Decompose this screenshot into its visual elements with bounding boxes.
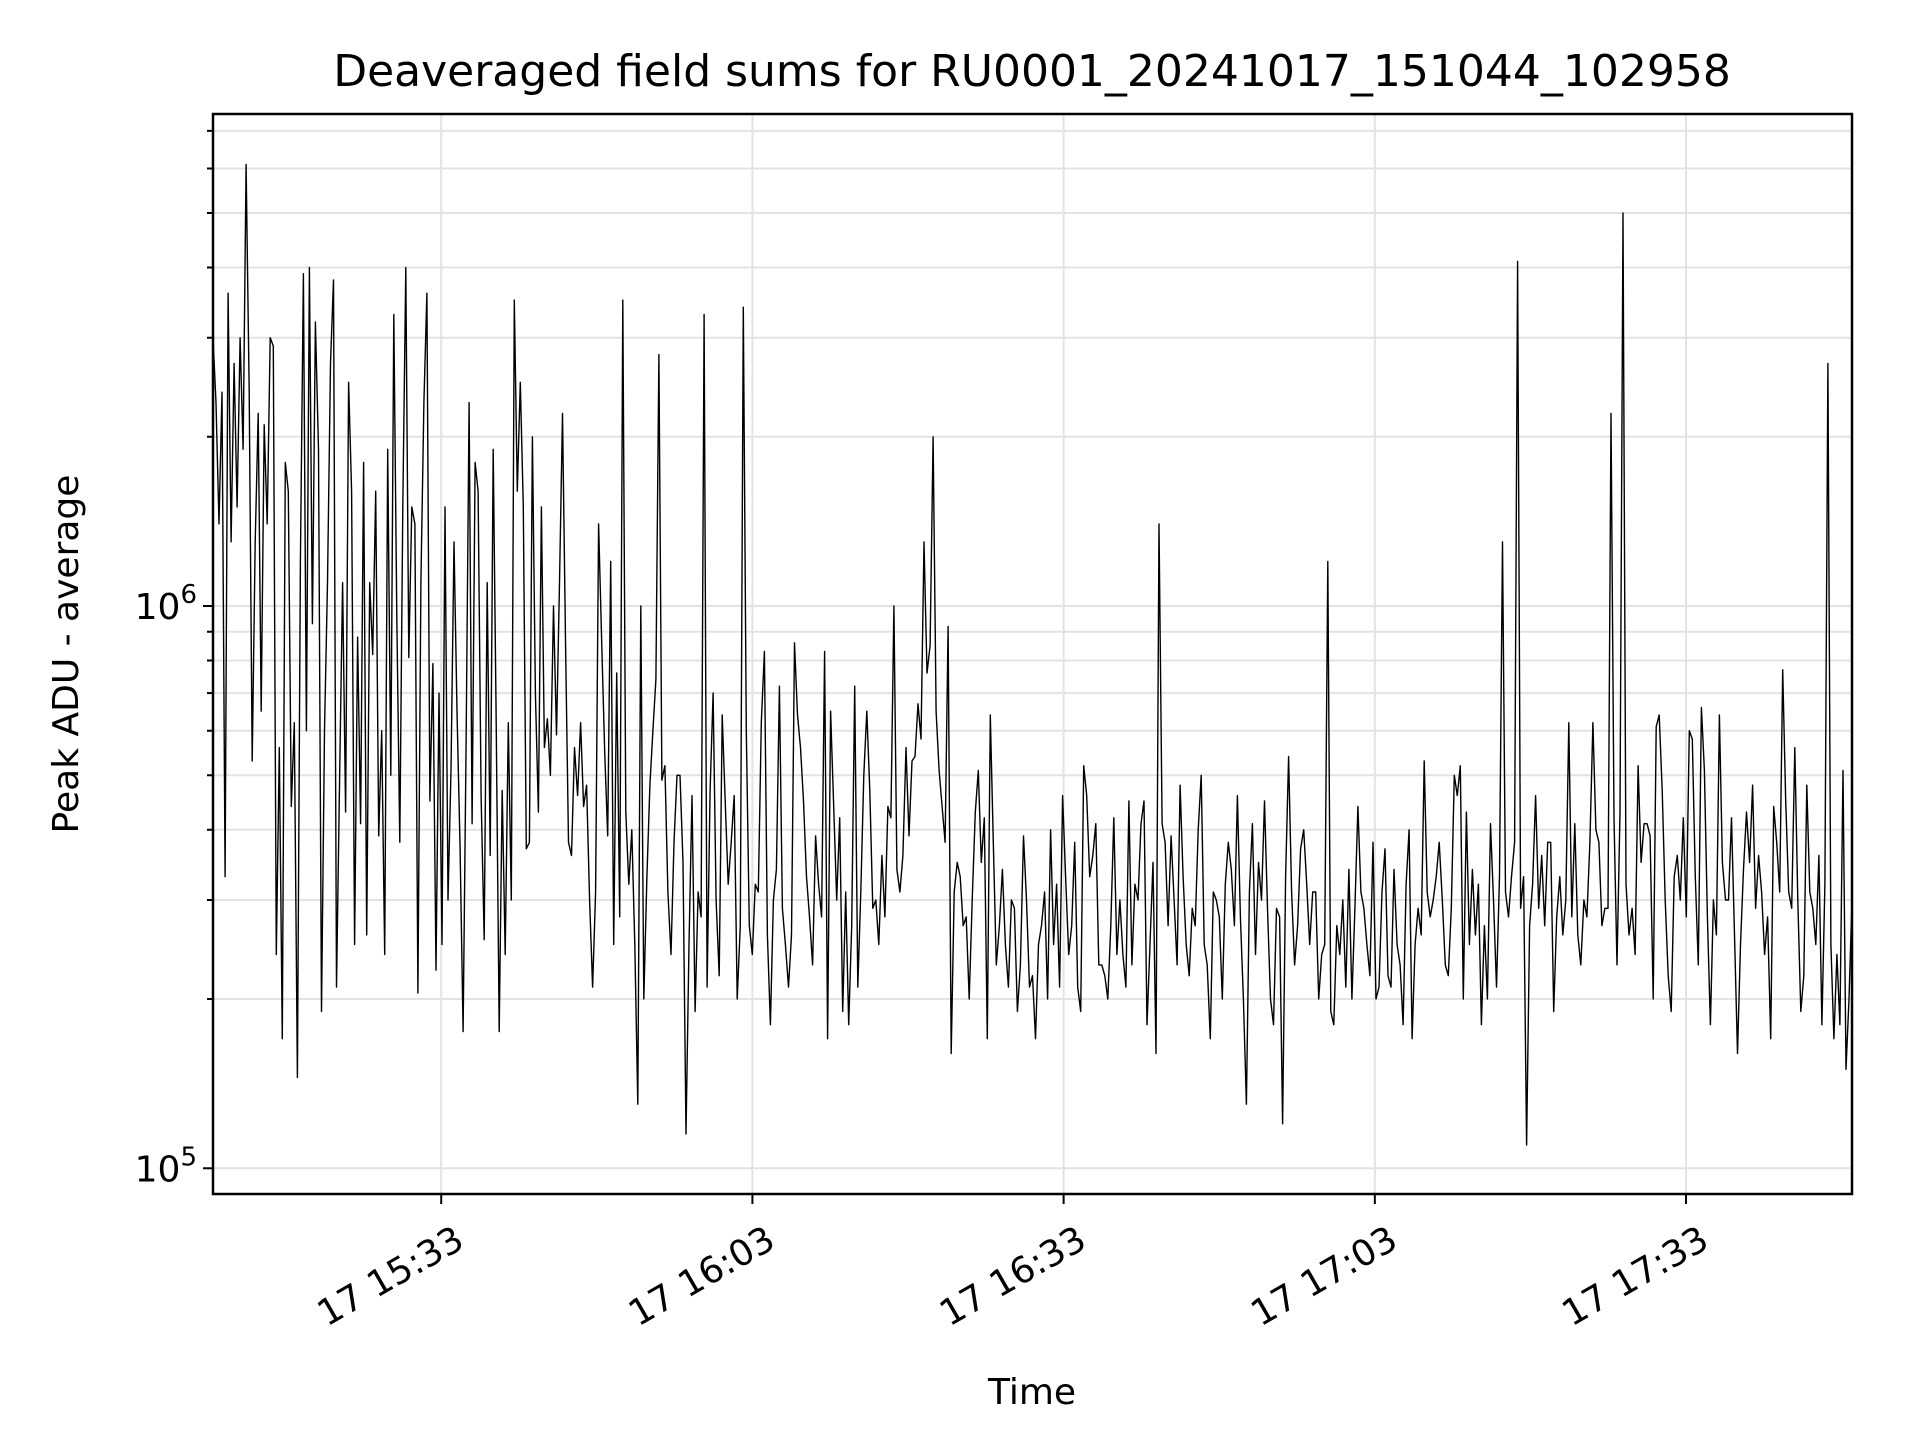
y-axis-label: Peak ADU - average [46, 475, 87, 834]
y-tick-label: 106 [135, 580, 197, 628]
x-axis-label: Time [987, 1372, 1076, 1413]
y-tick-base: 10 [135, 1149, 181, 1190]
y-tick-exponent: 6 [180, 580, 197, 610]
y-tick-label: 105 [135, 1142, 197, 1190]
y-tick-base: 10 [135, 587, 181, 628]
axis-ticks [203, 129, 1688, 1204]
series-line [212, 163, 1853, 1146]
y-tick-exponent: 5 [180, 1142, 197, 1172]
plot-frame [211, 112, 1854, 1196]
chart-title: Deaveraged field sums for RU0001_2024101… [333, 46, 1731, 97]
